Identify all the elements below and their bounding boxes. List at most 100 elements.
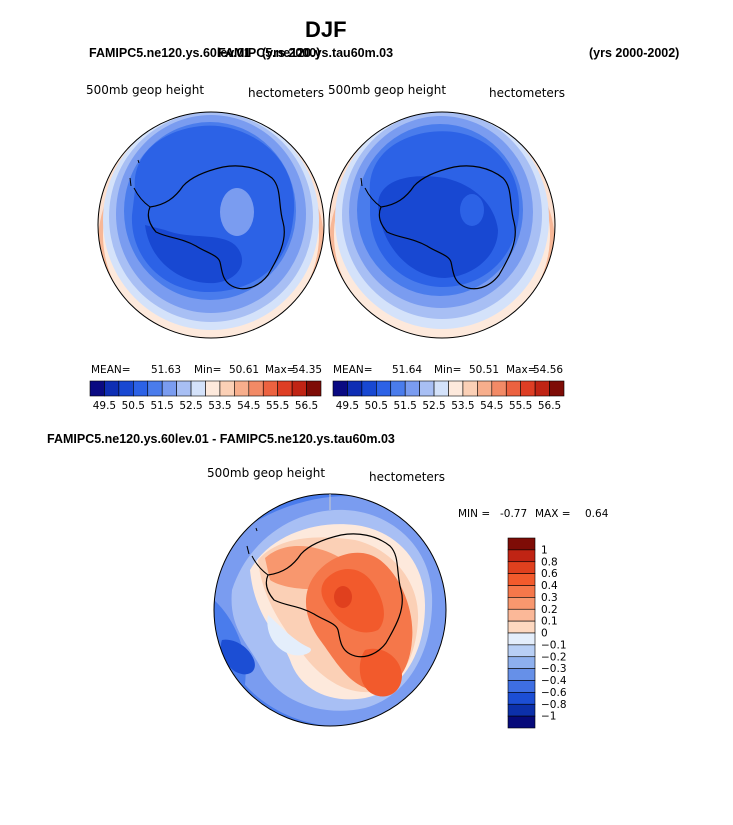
- colorbar-swatch: [507, 620, 536, 634]
- colorbar-tick-label: 1: [541, 544, 548, 556]
- header-left-overlap: FAMIPC5.ne120.ys.tau60m.03: [218, 46, 394, 60]
- colorbar-swatch: [262, 380, 278, 397]
- colorbar-swatch: [507, 656, 536, 669]
- colorbar-swatch: [507, 668, 536, 681]
- colorbar-panel1: 49.5 50.5 51.5 52.5 53.5 54.5 55.5 56.5: [89, 380, 322, 412]
- header-right: (yrs 2000-2002): [589, 46, 680, 60]
- colorbar-swatch: [176, 380, 192, 397]
- panel1-max-value: 54.35: [292, 364, 323, 376]
- panel1-max-label: Max=: [265, 364, 296, 376]
- colorbar-tick-label: 50.5: [122, 400, 145, 412]
- colorbar-swatch: [520, 380, 536, 397]
- diff-min-value: -0.77: [500, 508, 528, 520]
- panel2-map: [328, 111, 556, 339]
- panel1-map: [97, 111, 325, 339]
- diff-variable: 500mb geop height: [207, 466, 326, 480]
- panel2-max-label: Max=: [506, 364, 537, 376]
- colorbar-swatch: [433, 380, 449, 397]
- colorbar-swatch: [507, 632, 536, 646]
- colorbar-swatch: [549, 380, 565, 397]
- colorbar-swatch: [507, 537, 536, 551]
- colorbar-swatch: [219, 380, 235, 397]
- colorbar-swatch: [507, 597, 536, 610]
- colorbar-swatch: [89, 380, 105, 397]
- colorbar-swatch: [507, 561, 536, 574]
- diff-max-label: MAX =: [535, 508, 571, 520]
- colorbar-swatch: [133, 380, 149, 397]
- colorbar-panel2: 49.5 50.5 51.5 52.5 53.5 54.5 55.5 56.5: [332, 380, 565, 412]
- colorbar-tick-label: 0.6: [541, 568, 558, 580]
- panel2-mean-label: MEAN=: [333, 364, 373, 376]
- colorbar-tick-label: 50.5: [365, 400, 388, 412]
- colorbar-swatch: [505, 380, 521, 397]
- colorbar-tick-label: 55.5: [509, 400, 532, 412]
- panel1-min-value: 50.61: [229, 364, 260, 376]
- panel2-max-value: 54.56: [533, 364, 564, 376]
- colorbar-swatch: [205, 380, 221, 397]
- panel2-min-label: Min=: [434, 364, 462, 376]
- panel2-units: hectometers: [489, 86, 565, 100]
- panel2-mean-value: 51.64: [392, 364, 423, 376]
- panel2-variable: 500mb geop height: [328, 83, 447, 97]
- colorbar-swatch: [361, 380, 377, 397]
- colorbar-swatch: [248, 380, 264, 397]
- colorbar-swatch: [291, 380, 307, 397]
- colorbar-tick-label: 49.5: [93, 400, 116, 412]
- colorbar-tick-label: 0.3: [541, 592, 558, 604]
- colorbar-swatch: [306, 380, 322, 397]
- colorbar-swatch: [161, 380, 177, 397]
- colorbar-swatch: [507, 715, 536, 729]
- panel1-variable: 500mb geop height: [86, 83, 205, 97]
- colorbar-tick-label: 51.5: [393, 400, 416, 412]
- colorbar-swatch: [332, 380, 348, 397]
- colorbar-tick-label: −0.3: [541, 663, 567, 675]
- colorbar-swatch: [190, 380, 206, 397]
- colorbar-swatch: [376, 380, 392, 397]
- colorbar-swatch: [147, 380, 163, 397]
- colorbar-swatch: [507, 703, 536, 717]
- colorbar-tick-label: 55.5: [266, 400, 289, 412]
- colorbar-swatch: [419, 380, 435, 397]
- header-left: FAMIPC5.ne120.ys.60lev.01: [89, 46, 251, 60]
- panel1-mean-label: MEAN=: [91, 364, 131, 376]
- colorbar-swatch: [104, 380, 120, 397]
- colorbar-tick-label: 53.5: [208, 400, 231, 412]
- colorbar-swatch: [390, 380, 406, 397]
- page-title: DJF: [305, 17, 347, 42]
- diff-title: FAMIPC5.ne120.ys.60lev.01 - FAMIPC5.ne12…: [47, 432, 395, 446]
- colorbar-tick-label: −0.2: [541, 651, 567, 663]
- colorbar-swatch: [462, 380, 478, 397]
- colorbar-swatch: [507, 644, 536, 658]
- colorbar-tick-label: 0: [541, 628, 548, 640]
- colorbar-tick-label: 56.5: [295, 400, 318, 412]
- colorbar-swatch: [491, 380, 507, 397]
- colorbar-swatch: [118, 380, 134, 397]
- colorbar-tick-label: 0.1: [541, 616, 558, 628]
- colorbar-tick-label: −0.4: [541, 675, 567, 687]
- colorbar-tick-label: 0.2: [541, 604, 558, 616]
- colorbar-tick-label: 54.5: [480, 400, 503, 412]
- diff-min-label: MIN =: [458, 508, 491, 520]
- colorbar-tick-label: −1: [541, 711, 556, 723]
- colorbar-swatch: [507, 585, 536, 598]
- colorbar-tick-label: 51.5: [150, 400, 173, 412]
- panel1-mean-value: 51.63: [151, 364, 182, 376]
- colorbar-swatch: [507, 692, 536, 705]
- colorbar-swatch: [277, 380, 293, 397]
- colorbar-swatch: [448, 380, 464, 397]
- panel2-min-value: 50.51: [469, 364, 500, 376]
- colorbar-tick-label: 54.5: [237, 400, 260, 412]
- colorbar-diff: 10.80.60.40.30.20.10−0.1−0.2−0.3−0.4−0.6…: [507, 537, 567, 729]
- colorbar-tick-label: −0.1: [541, 639, 567, 651]
- colorbar-tick-label: 0.8: [541, 556, 558, 568]
- colorbar-swatch: [534, 380, 550, 397]
- colorbar-tick-label: 53.5: [451, 400, 474, 412]
- colorbar-swatch: [507, 573, 536, 586]
- colorbar-tick-label: −0.8: [541, 699, 567, 711]
- colorbar-tick-label: 49.5: [336, 400, 359, 412]
- colorbar-swatch: [507, 549, 536, 563]
- colorbar-swatch: [507, 608, 536, 622]
- colorbar-tick-label: 52.5: [179, 400, 202, 412]
- diff-map: [213, 493, 447, 727]
